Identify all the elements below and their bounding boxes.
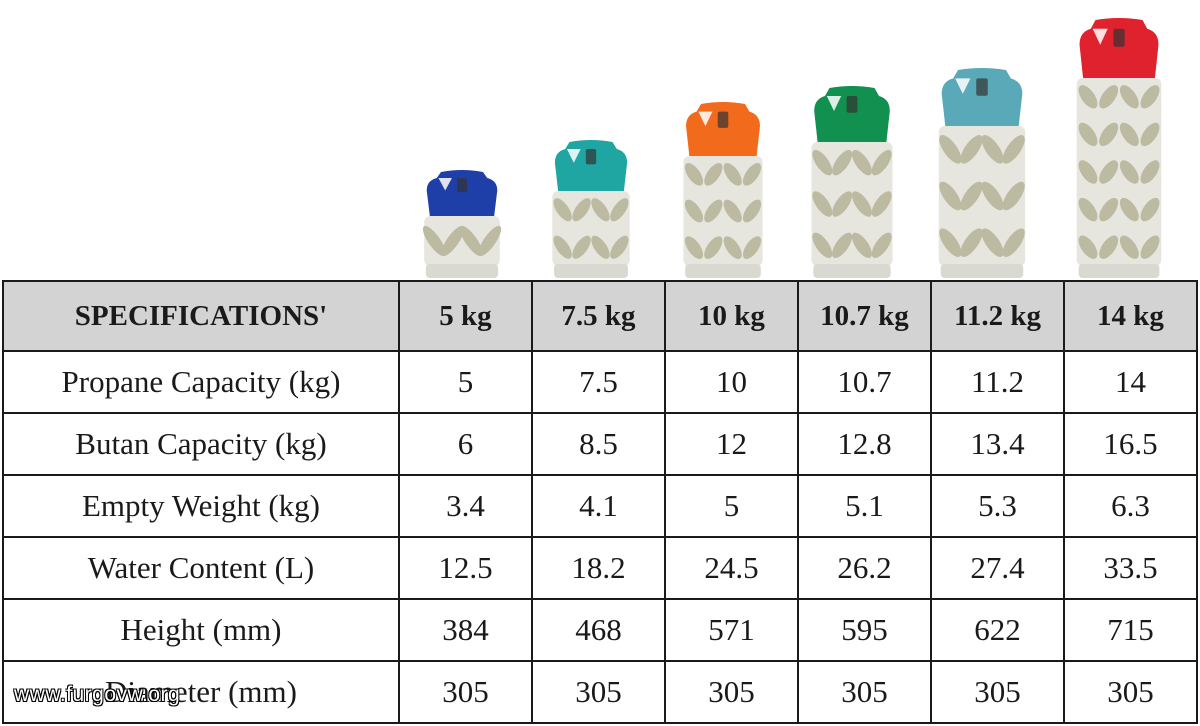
table-row: Propane Capacity (kg) 5 7.5 10 10.7 11.2… — [2, 350, 1198, 414]
header-col: 7.5 kg — [531, 280, 666, 352]
table-cell: 305 — [664, 660, 799, 724]
table-cell: 5.3 — [930, 474, 1065, 538]
table-row: Water Content (L) 12.5 18.2 24.5 26.2 27… — [2, 536, 1198, 600]
table-cell: 12.5 — [398, 536, 533, 600]
table-cell: 305 — [1063, 660, 1198, 724]
table-cell: 595 — [797, 598, 932, 662]
table-cell: 27.4 — [930, 536, 1065, 600]
table-row: Diameter (mm) 305 305 305 305 305 305 — [2, 660, 1198, 724]
row-label: Diameter (mm) — [2, 660, 400, 724]
table-cell: 13.4 — [930, 412, 1065, 476]
table-cell: 5.1 — [797, 474, 932, 538]
cylinder-icon — [422, 170, 502, 278]
table-cell: 10 — [664, 350, 799, 414]
table-cell: 305 — [531, 660, 666, 724]
table-cell: 18.2 — [531, 536, 666, 600]
table-cell: 715 — [1063, 598, 1198, 662]
cylinder-icon — [552, 140, 630, 278]
table-row: Empty Weight (kg) 3.4 4.1 5 5.1 5.3 6.3 — [2, 474, 1198, 538]
row-label: Empty Weight (kg) — [2, 474, 400, 538]
cylinder-icon — [811, 86, 893, 278]
header-col: 10.7 kg — [797, 280, 932, 352]
table-cell: 26.2 — [797, 536, 932, 600]
table-cell: 10.7 — [797, 350, 932, 414]
header-specifications: SPECIFICATIONS' — [2, 280, 400, 352]
table-cell: 468 — [531, 598, 666, 662]
table-cell: 3.4 — [398, 474, 533, 538]
table-cell: 305 — [930, 660, 1065, 724]
table-cell: 16.5 — [1063, 412, 1198, 476]
table-header-row: SPECIFICATIONS' 5 kg 7.5 kg 10 kg 10.7 k… — [2, 280, 1198, 352]
header-col: 5 kg — [398, 280, 533, 352]
row-label: Height (mm) — [2, 598, 400, 662]
cylinder-10-7kg — [807, 84, 897, 278]
table-cell: 24.5 — [664, 536, 799, 600]
table-cell: 5 — [398, 350, 533, 414]
header-col: 14 kg — [1063, 280, 1198, 352]
cylinder-7-5kg — [548, 138, 634, 278]
cylinder-image-strip — [0, 0, 1200, 278]
table-cell: 305 — [797, 660, 932, 724]
table-cell: 7.5 — [531, 350, 666, 414]
table-cell: 14 — [1063, 350, 1198, 414]
cylinder-icon — [683, 102, 763, 278]
table-cell: 4.1 — [531, 474, 666, 538]
table-cell: 384 — [398, 598, 533, 662]
specifications-table: SPECIFICATIONS' 5 kg 7.5 kg 10 kg 10.7 k… — [2, 280, 1198, 724]
cylinder-10kg — [679, 100, 767, 278]
cylinder-14kg — [1072, 16, 1166, 278]
table-cell: 11.2 — [930, 350, 1065, 414]
cylinder-5kg — [420, 168, 504, 278]
row-label: Water Content (L) — [2, 536, 400, 600]
table-cell: 622 — [930, 598, 1065, 662]
table-row: Height (mm) 384 468 571 595 622 715 — [2, 598, 1198, 662]
table-cell: 12.8 — [797, 412, 932, 476]
cylinder-11-2kg — [934, 66, 1030, 278]
table-cell: 33.5 — [1063, 536, 1198, 600]
table-row: Butan Capacity (kg) 6 8.5 12 12.8 13.4 1… — [2, 412, 1198, 476]
table-cell: 5 — [664, 474, 799, 538]
header-col: 11.2 kg — [930, 280, 1065, 352]
row-label: Butan Capacity (kg) — [2, 412, 400, 476]
table-cell: 6.3 — [1063, 474, 1198, 538]
cylinder-icon — [938, 68, 1026, 278]
table-cell: 6 — [398, 412, 533, 476]
table-cell: 571 — [664, 598, 799, 662]
row-label: Propane Capacity (kg) — [2, 350, 400, 414]
cylinder-icon — [1076, 18, 1162, 278]
table-cell: 12 — [664, 412, 799, 476]
table-cell: 305 — [398, 660, 533, 724]
table-cell: 8.5 — [531, 412, 666, 476]
header-col: 10 kg — [664, 280, 799, 352]
